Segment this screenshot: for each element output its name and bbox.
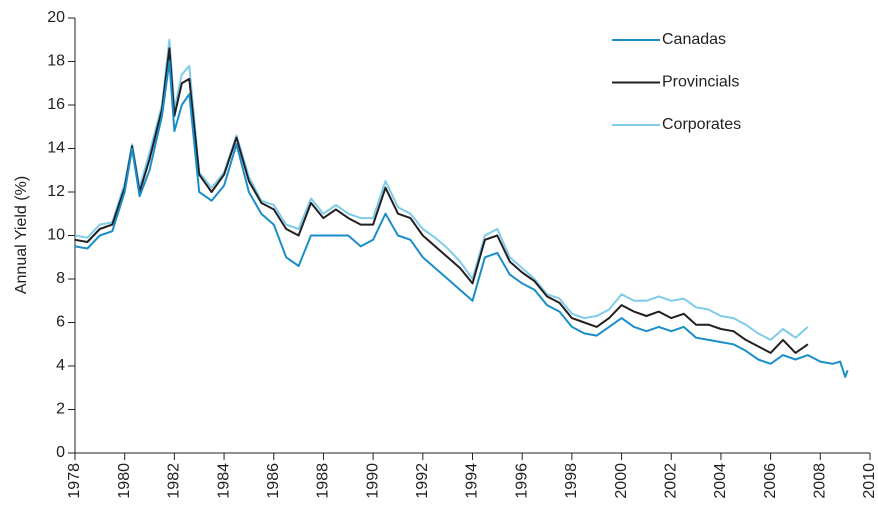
x-tick-label: 1978	[66, 463, 83, 499]
y-axis-label: Annual Yield (%)	[13, 176, 30, 294]
x-tick-label: 1996	[513, 463, 530, 499]
y-tick-label: 6	[56, 314, 65, 331]
x-tick-label: 1980	[116, 463, 133, 499]
x-tick-label: 1994	[464, 463, 481, 499]
y-tick-label: 16	[47, 96, 65, 113]
x-tick-label: 2006	[762, 463, 779, 499]
x-tick-label: 1986	[265, 463, 282, 499]
y-tick-label: 8	[56, 270, 65, 287]
y-tick-label: 2	[56, 401, 65, 418]
x-tick-label: 1984	[215, 463, 232, 499]
y-tick-label: 14	[47, 140, 65, 157]
x-tick-label: 2004	[712, 463, 729, 499]
x-tick-label: 1988	[315, 463, 332, 499]
x-tick-label: 1998	[563, 463, 580, 499]
series-line	[74, 60, 849, 378]
x-tick-label: 2000	[613, 463, 630, 499]
y-tick-label: 12	[47, 183, 65, 200]
y-tick-label: 18	[47, 53, 65, 70]
y-tick-label: 20	[47, 9, 65, 26]
legend-label: Provincials	[662, 74, 739, 91]
series-line	[74, 47, 809, 354]
x-tick-label: 2002	[662, 463, 679, 499]
y-tick-label: 0	[56, 444, 65, 461]
x-tick-label: 1982	[166, 463, 183, 499]
legend-label: Canadas	[662, 31, 726, 48]
series-line	[74, 38, 809, 341]
legend-label: Corporates	[662, 116, 741, 133]
x-tick-label: 1990	[364, 463, 381, 499]
y-tick-label: 10	[47, 227, 65, 244]
y-tick-label: 4	[56, 357, 65, 374]
x-tick-label: 2010	[861, 463, 878, 499]
x-tick-label: 2008	[812, 463, 829, 499]
x-tick-label: 1992	[414, 463, 431, 499]
